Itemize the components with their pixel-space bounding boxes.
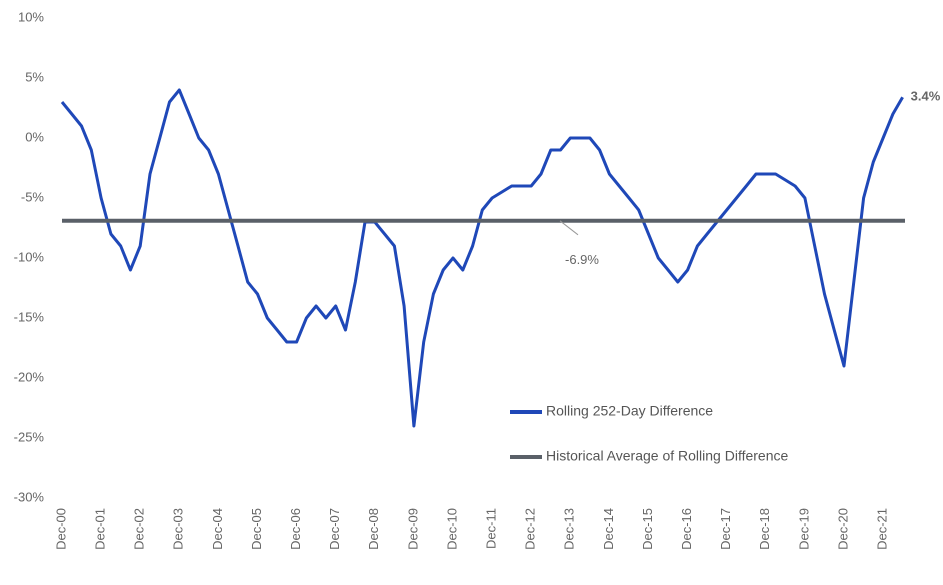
y-tick-label: -30% [14,489,45,504]
x-tick-label: Dec-09 [405,508,420,550]
y-tick-label: -15% [14,309,45,324]
x-tick-label: Dec-20 [835,508,850,550]
x-tick-label: Dec-00 [53,508,68,550]
y-tick-label: -10% [14,249,45,264]
average-label: -6.9% [565,252,599,267]
x-tick-label: Dec-08 [366,508,381,550]
x-tick-label: Dec-13 [562,508,577,550]
x-tick-label: Dec-04 [210,508,225,550]
x-tick-label: Dec-12 [523,508,538,550]
x-tick-label: Dec-10 [444,508,459,550]
x-tick-label: Dec-15 [640,508,655,550]
x-tick-label: Dec-05 [249,508,264,550]
y-tick-label: 5% [25,69,44,84]
x-tick-label: Dec-02 [132,508,147,550]
legend-label: Historical Average of Rolling Difference [546,448,788,464]
x-tick-label: Dec-17 [718,508,733,550]
x-tick-label: Dec-14 [601,508,616,550]
x-tick-label: Dec-18 [757,508,772,550]
x-tick-label: Dec-01 [93,508,108,550]
y-tick-label: -20% [14,369,45,384]
x-tick-label: Dec-21 [875,508,890,550]
y-tick-label: -5% [21,189,45,204]
x-tick-label: Dec-19 [796,508,811,550]
x-tick-label: Dec-11 [484,508,499,549]
x-tick-label: Dec-03 [171,508,186,550]
legend-label: Rolling 252-Day Difference [546,403,713,419]
label-leader [559,220,579,236]
y-tick-label: -25% [14,429,45,444]
x-tick-label: Dec-16 [679,508,694,550]
y-tick-label: 0% [25,129,44,144]
data-line [60,88,904,428]
x-tick-label: Dec-06 [288,508,303,550]
end-label: 3.4% [911,89,941,104]
y-tick-label: 10% [18,9,44,24]
x-tick-label: Dec-07 [327,508,342,550]
